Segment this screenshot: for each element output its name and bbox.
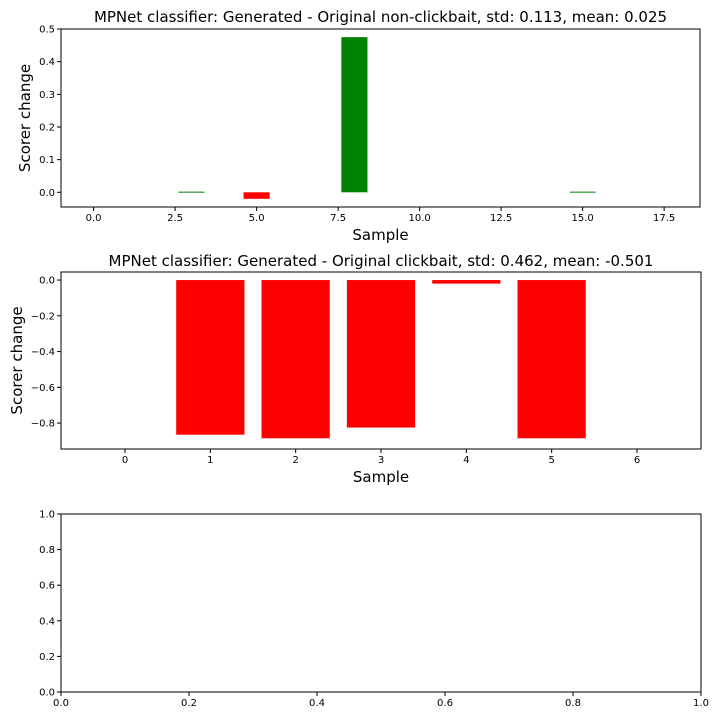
bar [243,192,270,199]
x-axis-label: Sample [352,226,408,244]
x-tick-label: 1 [207,455,213,466]
bar [517,280,586,439]
x-tick-label: 15.0 [571,213,593,224]
chart-panel-2: MPNet classifier: Generated - Original c… [8,252,702,486]
bar [176,280,245,435]
x-tick-label: 5 [548,455,554,466]
x-tick-label: 0.6 [437,698,453,709]
x-tick-label: 5.0 [249,213,265,224]
bar [261,280,330,439]
y-tick-label: 0.4 [39,616,55,627]
y-axis-label: Scorer change [8,306,26,414]
x-tick-label: 0.4 [309,698,325,709]
chart-panel-3: 0.0 0.2 0.4 0.6 0.8 1.0 0.0 0.2 0.4 0.6 0.8 1.0 [39,510,709,710]
x-tick-label: 0.0 [86,213,102,224]
x-tick-label: 0.2 [181,698,197,709]
x-tick-label: 4 [463,455,469,466]
x-tick-label: 1.0 [693,698,709,709]
bar [346,280,416,428]
x-tick-label: 2.5 [167,213,183,224]
y-tick-label: 0.1 [39,155,55,166]
bar [341,37,368,193]
x-tick-label: 12.5 [490,213,512,224]
x-tick-label: 17.5 [653,213,675,224]
x-axis-label: Sample [353,468,409,486]
x-tick-label: 0.0 [53,698,69,709]
y-axis-label: Scorer change [16,64,34,172]
bar [569,191,596,193]
axes-frame [60,513,702,693]
chart-title: MPNet classifier: Generated - Original n… [94,8,667,26]
y-tick-label: 0.3 [39,90,55,101]
y-tick-label: −0.4 [31,347,55,358]
x-tick-label: 0.8 [565,698,581,709]
x-tick-label: 7.5 [330,213,346,224]
y-tick-label: 0.4 [39,57,55,68]
y-tick-label: 0.2 [39,122,55,133]
y-tick-label: 1.0 [39,510,55,521]
y-tick-label: −0.8 [31,419,55,430]
y-tick-label: −0.6 [31,383,55,394]
y-tick-label: 0.8 [39,545,55,556]
x-tick-label: 0 [122,455,128,466]
chart-title: MPNet classifier: Generated - Original c… [109,252,654,270]
x-tick-label: 10.0 [408,213,430,224]
x-tick-label: 3 [378,455,384,466]
y-tick-label: 0.5 [39,25,55,36]
bar [432,280,501,284]
y-tick-label: 0.6 [39,581,55,592]
axes-frame [60,28,701,208]
y-tick-label: 0.0 [39,188,55,199]
x-tick-label: 6 [634,455,640,466]
y-tick-label: 0.2 [39,652,55,663]
y-tick-label: 0.0 [39,688,55,699]
chart-panel-1: MPNet classifier: Generated - Original n… [16,8,701,244]
y-tick-label: 0.0 [39,276,55,287]
x-tick-label: 2 [292,455,298,466]
y-tick-label: −0.2 [31,311,55,322]
bar [178,191,205,193]
